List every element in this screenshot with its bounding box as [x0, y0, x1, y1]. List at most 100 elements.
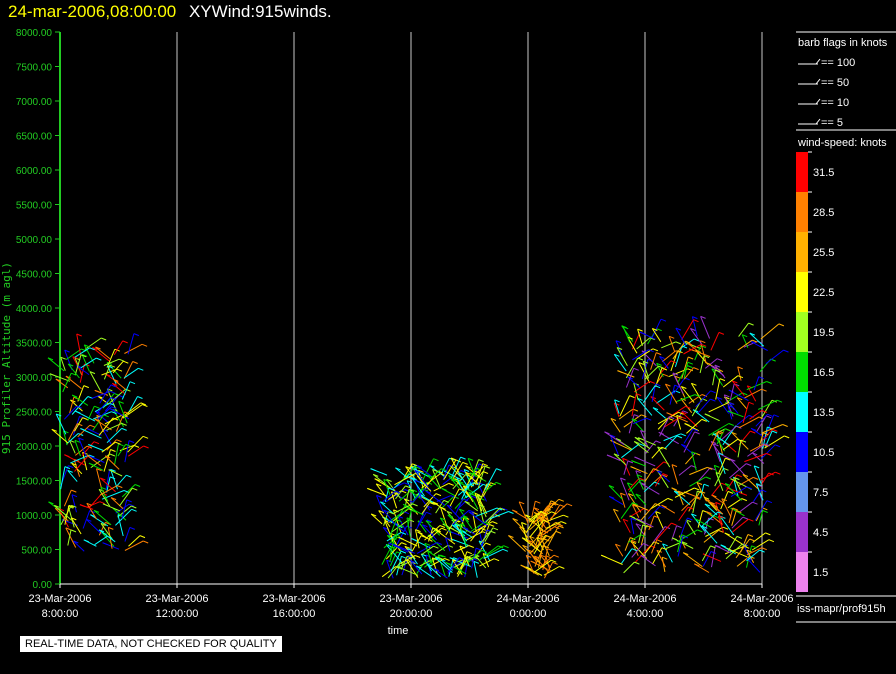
wind-barb	[422, 458, 434, 481]
barb-flag	[123, 360, 129, 364]
wind-barb	[106, 422, 122, 431]
barb-flag	[657, 446, 663, 450]
barb-flag	[93, 509, 100, 513]
barb-flag	[388, 511, 394, 515]
wind-barb	[760, 323, 780, 340]
wind-barb	[717, 515, 725, 533]
wind-barb	[737, 440, 742, 458]
wind-barb	[389, 551, 398, 567]
wind-barb	[529, 538, 545, 555]
barb-flag	[754, 465, 760, 469]
barb-flag	[778, 323, 785, 327]
barb-flag	[740, 439, 747, 443]
barb-flag	[662, 473, 669, 477]
wind-barb	[439, 517, 452, 534]
wind-barb	[659, 356, 669, 369]
color-scale-label: 16.5	[813, 367, 834, 379]
barb-flag	[710, 467, 716, 471]
wind-barb	[625, 368, 635, 388]
barb-flag	[694, 487, 700, 491]
wind-barb	[538, 530, 544, 545]
barb-flag	[710, 390, 716, 394]
barb-flag	[528, 549, 534, 553]
wind-barb	[410, 560, 423, 575]
wind-barb	[692, 409, 710, 423]
barb-flag	[103, 414, 109, 418]
wind-barb	[631, 418, 644, 432]
wind-barb	[118, 401, 128, 424]
wind-barb	[91, 390, 111, 399]
barb-flag	[742, 334, 748, 338]
barb-flag	[715, 369, 721, 373]
barb-flag	[502, 548, 509, 552]
barb-flag	[416, 465, 423, 468]
wind-barb	[700, 316, 711, 339]
wind-barb	[547, 525, 560, 547]
barb-flag	[411, 538, 417, 542]
barb-flag	[378, 510, 384, 514]
barb-flag	[727, 410, 733, 414]
barb-flag	[681, 443, 687, 447]
barb-flag	[629, 395, 635, 399]
wind-barb	[411, 477, 425, 497]
wind-barb	[715, 378, 721, 400]
barb-flag	[653, 468, 659, 472]
barb-flag	[482, 553, 489, 556]
wind-barb	[658, 431, 679, 445]
barb-flag	[110, 449, 116, 452]
y-tick-label: 5500.00	[16, 201, 53, 212]
barb-flag	[724, 532, 730, 536]
barb-flag	[656, 362, 662, 366]
wind-barb	[101, 441, 116, 453]
wind-barb	[626, 482, 637, 500]
wind-barb	[744, 453, 767, 463]
wind-barb	[121, 402, 142, 418]
x-tick-time: 8:00:00	[744, 608, 781, 620]
barb-flag	[725, 483, 731, 486]
barb-flag	[450, 457, 457, 461]
barb-flag	[83, 539, 89, 543]
wind-barb	[683, 343, 702, 355]
wind-barb	[683, 367, 694, 380]
barb-flag	[613, 508, 619, 512]
barb-flag	[543, 519, 549, 523]
barb-flag	[60, 356, 66, 360]
wind-barb	[123, 361, 134, 380]
barb-flag	[750, 427, 757, 431]
wind-barb	[406, 517, 411, 537]
barb-flag	[425, 490, 431, 494]
wind-barb	[613, 354, 627, 372]
wind-barb	[467, 458, 476, 477]
wind-barb	[450, 457, 461, 476]
barb-flag	[530, 560, 536, 564]
wind-barb	[724, 483, 743, 501]
barb-flag	[632, 502, 638, 506]
wind-barb	[113, 340, 124, 356]
barb-flag	[776, 399, 783, 403]
barb-flag	[767, 413, 773, 417]
barb-flag	[653, 515, 660, 519]
barb-flag	[636, 474, 643, 478]
wind-barb	[737, 366, 742, 381]
barb-flag	[527, 539, 533, 543]
wind-barb	[678, 465, 692, 476]
barb-flag	[441, 527, 447, 531]
barb-flag	[737, 397, 743, 401]
barb-flag	[51, 428, 57, 432]
barb-flag	[704, 413, 710, 417]
wind-barb	[691, 451, 697, 471]
barb-flag	[118, 400, 124, 404]
wind-barb	[71, 394, 89, 406]
wind-barb	[541, 507, 547, 528]
wind-barb	[701, 525, 718, 544]
wind-barb	[473, 554, 487, 569]
barb-flag	[484, 521, 490, 525]
wind-barb	[539, 554, 552, 568]
barb-flag	[542, 545, 548, 549]
barb-flag	[633, 367, 639, 371]
barb-flag	[693, 319, 699, 323]
barb-flag	[710, 441, 717, 444]
barb-flag	[458, 472, 464, 476]
wind-barb	[657, 446, 671, 468]
x-tick-date: 24-Mar-2006	[614, 593, 677, 605]
